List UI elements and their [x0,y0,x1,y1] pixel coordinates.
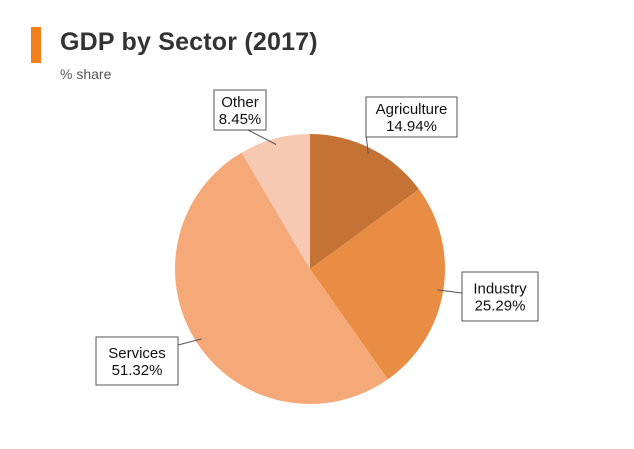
slice-value-agriculture: 14.94% [386,118,437,135]
pie-slice-other [241,134,310,269]
label-box-industry [461,271,539,322]
leader-line-industry [437,289,463,294]
slice-name-other: Other [221,94,259,111]
slice-name-services: Services [108,345,166,362]
pie-slice-services [175,152,388,404]
label-box-other [213,89,267,131]
slice-name-agriculture: Agriculture [376,101,448,118]
slice-value-services: 51.32% [112,362,163,379]
slice-value-industry: 25.29% [475,298,526,315]
leader-line-services [177,338,202,346]
title-accent-bar [31,27,41,63]
slice-name-industry: Industry [473,281,527,298]
label-box-agriculture [365,96,458,138]
pie-slice-agriculture [310,134,419,269]
chart-subtitle: % share [60,66,112,82]
slice-value-other: 8.45% [219,111,262,128]
label-box-services [95,336,179,386]
leader-line-other [247,129,277,145]
pie-slice-industry [310,189,445,380]
chart-title: GDP by Sector (2017) [60,28,318,56]
